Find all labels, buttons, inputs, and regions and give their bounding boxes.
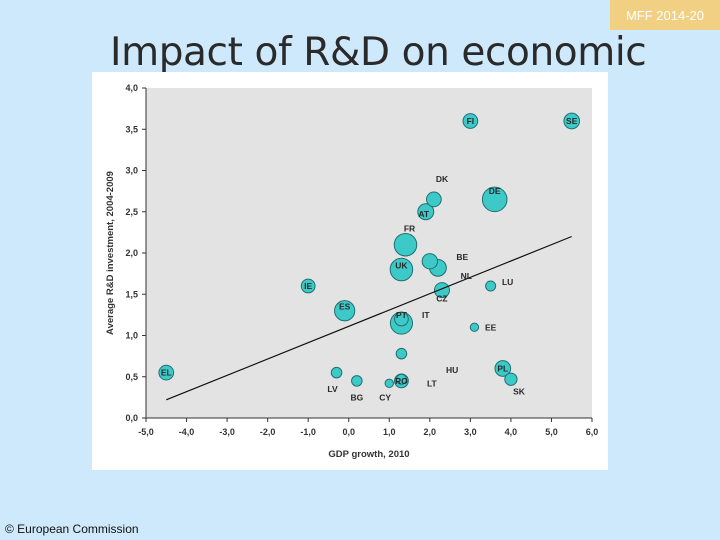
x-tick-label: 6,0 xyxy=(586,427,599,437)
bubble-hu xyxy=(395,347,408,360)
mff-tag: MFF 2014-20 xyxy=(610,0,720,30)
x-tick-label: -3,0 xyxy=(219,427,235,437)
y-tick-label: 0,0 xyxy=(125,413,138,423)
bubble-label-ie: IE xyxy=(304,281,312,291)
bubble-label-fr: FR xyxy=(404,223,415,233)
x-tick-label: 2,0 xyxy=(424,427,437,437)
bubble-label-es: ES xyxy=(339,302,351,312)
bubble-ie xyxy=(300,278,316,294)
bubble-uk xyxy=(389,257,414,282)
bubble-pt xyxy=(394,311,409,327)
x-tick-label: 1,0 xyxy=(383,427,396,437)
y-tick-label: 0,5 xyxy=(125,372,138,382)
bubble-pl xyxy=(494,360,512,377)
bubble-be xyxy=(421,253,438,270)
bubble-label-at: AT xyxy=(418,209,430,219)
x-tick-label: 0,0 xyxy=(342,427,355,437)
bubble-label-lu: LU xyxy=(502,277,513,287)
bubble-label-lv: LV xyxy=(327,384,338,394)
bubble-label-sk: SK xyxy=(513,387,526,397)
y-tick-label: 1,0 xyxy=(125,331,138,341)
y-tick-label: 2,5 xyxy=(125,207,138,217)
bubble-label-pt: PT xyxy=(396,310,408,320)
bubble-label-de: DE xyxy=(489,186,501,196)
bubble-sk xyxy=(504,372,518,386)
bubble-lu xyxy=(485,280,497,292)
bubble-el xyxy=(158,364,175,381)
x-tick-label: 3,0 xyxy=(464,427,477,437)
bubble-cz xyxy=(433,282,451,299)
y-tick-label: 2,0 xyxy=(125,248,138,258)
bubble-label-ee: EE xyxy=(485,322,497,332)
bubble-label-bg: BG xyxy=(350,392,363,402)
bubble-label-ro: RO xyxy=(395,376,408,386)
bubble-se xyxy=(563,112,581,130)
bubble-label-se: SE xyxy=(566,116,578,126)
bubble-label-hu: HU xyxy=(446,365,458,375)
bubble-lt xyxy=(395,373,407,385)
x-tick-label: -2,0 xyxy=(260,427,276,437)
bubble-label-fi: FI xyxy=(467,116,475,126)
bubble-chart: 0,0 0,5 1,0 1,5 2,0 2,5 3,0 3,5 4,0 -5,0 -4,0 -3,0 -… xyxy=(105,83,599,460)
slide-title: Impact of R&D on economic xyxy=(110,30,647,75)
plot-area xyxy=(146,88,592,418)
bubble-label-nl: NL xyxy=(461,271,472,281)
y-tick-label: 4,0 xyxy=(125,83,138,93)
bubble-label-pl: PL xyxy=(497,364,508,374)
bubble-fi xyxy=(462,113,479,129)
x-tick-label: 5,0 xyxy=(545,427,558,437)
chart-panel: 0,0 0,5 1,0 1,5 2,0 2,5 3,0 3,5 4,0 -5,0 -4,0 -3,0 -… xyxy=(92,72,608,470)
x-tick-label: -5,0 xyxy=(138,427,154,437)
bubble-dk xyxy=(426,191,442,208)
x-tick-label: -1,0 xyxy=(300,427,316,437)
bubble-label-lt: LT xyxy=(427,378,438,388)
bubble-at xyxy=(417,203,435,221)
y-tick-label: 3,0 xyxy=(125,166,138,176)
y-tick-label: 3,5 xyxy=(125,124,138,134)
bubble-cy xyxy=(384,378,394,389)
bubble-bg xyxy=(351,375,363,387)
y-tick-label: 1,5 xyxy=(125,289,138,299)
bubble-ee xyxy=(469,322,480,332)
bubble-de xyxy=(481,186,508,213)
bubble-label-it: IT xyxy=(422,310,430,320)
trend-line xyxy=(166,235,572,401)
x-tick-label: -4,0 xyxy=(179,427,195,437)
bubble-label-be: BE xyxy=(456,252,468,262)
bubble-fr xyxy=(393,232,418,257)
copyright-footer: © European Commission xyxy=(5,522,139,536)
x-axis-title: GDP growth, 2010 xyxy=(328,449,409,460)
bubble-label-cz: CZ xyxy=(436,293,447,303)
y-axis-title: Average R&D investment, 2004-2009 xyxy=(105,171,116,335)
bubble-label-cy: CY xyxy=(379,392,391,402)
bubble-label-dk: DK xyxy=(436,174,449,184)
bubble-label-uk: UK xyxy=(395,260,408,270)
bubble-es xyxy=(334,300,356,322)
bubble-lv xyxy=(330,366,343,379)
bubble-label-el: EL xyxy=(161,368,172,378)
x-tick-label: 4,0 xyxy=(505,427,518,437)
